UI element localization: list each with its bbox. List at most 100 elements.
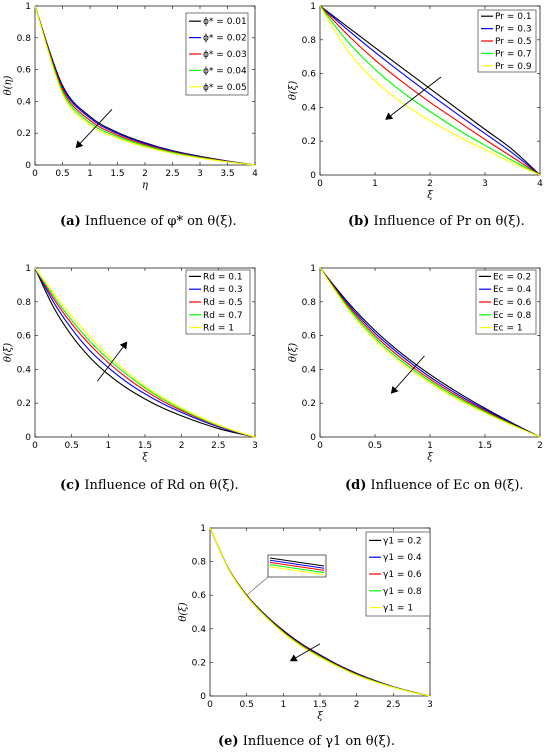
x-tick-label: 3 [252,441,258,451]
y-tick-label: 0.2 [192,658,206,668]
inset-pointer [246,576,269,596]
y-tick-label: 0.2 [302,399,316,409]
legend-label-1: Rd = 0.1 [203,272,243,282]
y-tick-label: 0.4 [302,103,317,113]
y-axis-label: θ(η) [3,76,14,96]
x-tick-label: 0.5 [240,700,254,710]
y-tick-label: 0 [25,161,31,171]
y-tick-label: 0 [310,433,316,443]
caption-label: (d) [345,478,366,493]
x-tick-label: 3 [197,169,203,179]
series-line-4 [319,5,541,176]
x-tick-label: 0.5 [65,441,79,451]
y-tick-label: 0.8 [302,298,317,308]
x-tick-label: 3 [427,700,433,710]
trend-arrow [385,76,442,120]
y-tick-label: 0.4 [302,365,317,375]
x-tick-label: 2.5 [386,700,400,710]
caption-text: Influence of φ* on θ(ξ). [81,214,237,229]
y-tick-label: 0 [310,171,316,181]
caption-text: Influence of Pr on θ(ξ). [369,214,524,229]
legend-label-1: Pr = 0.1 [495,12,532,22]
series-line-5 [209,527,431,697]
x-tick-label: 1 [280,700,286,710]
legend-label-5: γ1 = 1 [383,604,413,614]
x-axis-label: η [142,180,148,191]
legend-label-2: Ec = 0.4 [493,285,531,295]
series-line-4 [319,267,541,438]
caption-text: Influence of γ1 on θ(ξ). [239,734,395,749]
y-tick-label: 1 [25,264,31,274]
y-axis-label: θ(ξ) [288,81,299,100]
y-tick-label: 0.2 [17,399,31,409]
x-tick-label: 0 [207,700,213,710]
legend: Rd = 0.1 Rd = 0.3 Rd = 0.5 Rd = 0.7 Rd = 1 [185,269,251,335]
caption: (e) Influence of γ1 on θ(ξ). [218,734,395,749]
x-tick-label: 3.5 [220,169,234,179]
series-line-2 [34,267,256,438]
caption: (c) Influence of Rd on θ(ξ). [60,478,239,493]
caption: (a) Influence of φ* on θ(ξ). [60,214,237,229]
inset-line-1 [269,557,325,567]
legend-label-4: Ec = 0.8 [493,311,531,321]
y-tick-label: 1 [200,524,206,534]
x-tick-label: 0 [317,179,323,189]
x-tick-label: 2 [427,179,433,189]
x-tick-label: 0 [32,441,38,451]
legend-label-2: Rd = 0.3 [203,285,243,295]
y-tick-label: 0.4 [192,625,207,635]
series-line-5 [319,5,541,176]
series-line-2 [319,267,541,438]
caption: (d) Influence of Ec on θ(ξ). [345,478,524,493]
caption: (b) Influence of Pr on θ(ξ). [348,214,525,229]
legend-label-4: γ1 = 0.8 [383,587,422,597]
y-tick-label: 0.4 [17,97,32,107]
y-tick-label: 1 [25,2,31,12]
legend-label-3: ϕ* = 0.03 [203,50,247,60]
x-tick-label: 4 [252,169,258,179]
y-tick-label: 0 [200,692,206,702]
legend-label-3: γ1 = 0.6 [383,570,422,580]
x-tick-label: 1.5 [138,441,152,451]
chart-panel-e: 0 0.5 1 1.5 2 2.5 3 0 0.2 0.4 0.6 0.8 1 ξ θ(ξ) γ1 = 0.2… [178,524,433,749]
x-tick-label: 4 [537,179,543,189]
x-tick-label: 1.5 [110,169,124,179]
trend-arrow [390,355,425,394]
legend-label-2: Pr = 0.3 [495,25,532,35]
series-line-1 [319,5,541,176]
caption-text: Influence of Rd on θ(ξ). [80,478,238,493]
legend-label-1: Ec = 0.2 [493,272,531,282]
legend-label-2: γ1 = 0.4 [383,553,422,563]
x-tick-label: 2 [354,700,360,710]
chart-panel-c: 0 0.5 1 1.5 2 2.5 3 0 0.2 0.4 0.6 0.8 1 ξ θ(ξ) Rd = 0.1… [3,264,258,493]
x-tick-label: 0 [32,169,38,179]
chart-panel-b: 0 1 2 3 4 0 0.2 0.4 0.6 0.8 1 ξ θ(ξ) Pr = 0.1 Pr = 0.3… [288,2,543,229]
legend-label-5: Rd = 1 [203,324,234,334]
legend-label-3: Rd = 0.5 [203,298,243,308]
legend-label-1: ϕ* = 0.01 [203,17,247,27]
x-axis-label: ξ [142,452,148,463]
y-tick-label: 0.6 [302,70,317,80]
x-tick-label: 2 [179,441,185,451]
caption-label: (a) [60,214,81,229]
legend-label-1: γ1 = 0.2 [383,536,422,546]
x-tick-label: 2.5 [211,441,225,451]
inset-line-5 [269,566,325,576]
inset-line-3 [269,561,325,571]
legend-label-5: Pr = 0.9 [495,62,532,72]
x-tick-label: 1 [105,441,111,451]
y-tick-label: 0.4 [17,365,32,375]
x-tick-label: 1 [372,179,378,189]
trend-arrow [75,109,113,149]
x-tick-label: 1 [427,441,433,451]
legend-label-5: ϕ* = 0.05 [203,83,247,93]
series-line-1 [319,267,541,438]
x-axis-label: ξ [427,452,433,463]
y-tick-label: 0.6 [17,66,32,76]
x-tick-label: 3 [482,179,488,189]
legend-label-2: ϕ* = 0.02 [203,34,247,44]
series-line-5 [34,267,256,438]
series-line-2 [319,5,541,176]
